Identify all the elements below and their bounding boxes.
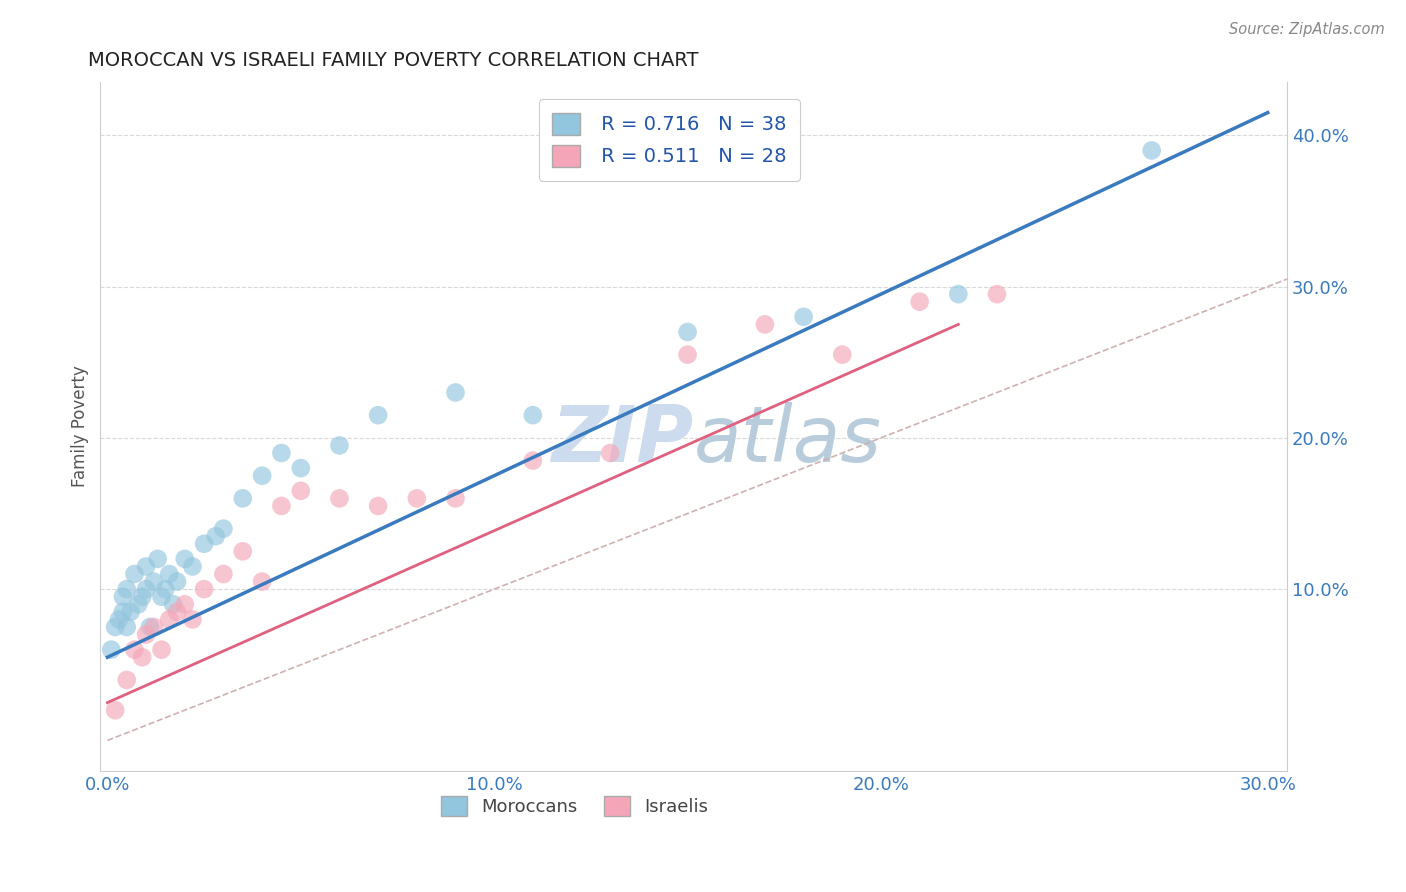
Text: Source: ZipAtlas.com: Source: ZipAtlas.com: [1229, 22, 1385, 37]
Point: [100, 642, 122, 657]
Point: [193, 582, 215, 596]
Text: atlas: atlas: [693, 402, 882, 478]
Point: [162, 597, 184, 611]
Point: [135, 559, 157, 574]
Point: [754, 318, 776, 332]
Point: [115, 620, 138, 634]
Point: [599, 446, 621, 460]
Point: [135, 627, 157, 641]
Point: [150, 642, 173, 657]
Point: [124, 567, 146, 582]
Point: [139, 620, 162, 634]
Point: [157, 567, 180, 582]
Point: [181, 612, 204, 626]
Point: [270, 499, 292, 513]
Y-axis label: Family Poverty: Family Poverty: [72, 366, 89, 487]
Point: [212, 567, 235, 582]
Point: [142, 574, 165, 589]
Point: [193, 537, 215, 551]
Point: [131, 590, 153, 604]
Point: [166, 605, 188, 619]
Point: [204, 529, 226, 543]
Point: [142, 620, 165, 634]
Point: [104, 620, 127, 634]
Point: [181, 559, 204, 574]
Point: [111, 590, 134, 604]
Point: [328, 438, 350, 452]
Point: [131, 650, 153, 665]
Point: [270, 446, 292, 460]
Point: [232, 544, 254, 558]
Point: [676, 348, 699, 362]
Text: MOROCCAN VS ISRAELI FAMILY POVERTY CORRELATION CHART: MOROCCAN VS ISRAELI FAMILY POVERTY CORRE…: [87, 51, 699, 70]
Point: [444, 491, 467, 506]
Point: [124, 642, 146, 657]
Text: ZIP: ZIP: [551, 402, 693, 478]
Point: [948, 287, 970, 301]
Point: [104, 703, 127, 717]
Point: [120, 605, 142, 619]
Point: [155, 582, 177, 596]
Point: [831, 348, 853, 362]
Point: [367, 499, 389, 513]
Point: [250, 468, 273, 483]
Point: [135, 582, 157, 596]
Point: [908, 294, 931, 309]
Point: [111, 605, 134, 619]
Point: [986, 287, 1008, 301]
Point: [367, 408, 389, 422]
Point: [212, 522, 235, 536]
Point: [522, 408, 544, 422]
Point: [115, 673, 138, 687]
Point: [173, 552, 195, 566]
Point: [328, 491, 350, 506]
Point: [232, 491, 254, 506]
Point: [166, 574, 188, 589]
Point: [290, 461, 312, 475]
Point: [115, 582, 138, 596]
Point: [108, 612, 131, 626]
Point: [1140, 144, 1163, 158]
Point: [676, 325, 699, 339]
Point: [146, 552, 169, 566]
Point: [127, 597, 149, 611]
Point: [173, 597, 195, 611]
Point: [444, 385, 467, 400]
Point: [157, 612, 180, 626]
Point: [522, 453, 544, 467]
Point: [793, 310, 815, 324]
Point: [405, 491, 427, 506]
Point: [290, 483, 312, 498]
Point: [250, 574, 273, 589]
Legend: Moroccans, Israelis: Moroccans, Israelis: [434, 789, 716, 823]
Point: [150, 590, 173, 604]
